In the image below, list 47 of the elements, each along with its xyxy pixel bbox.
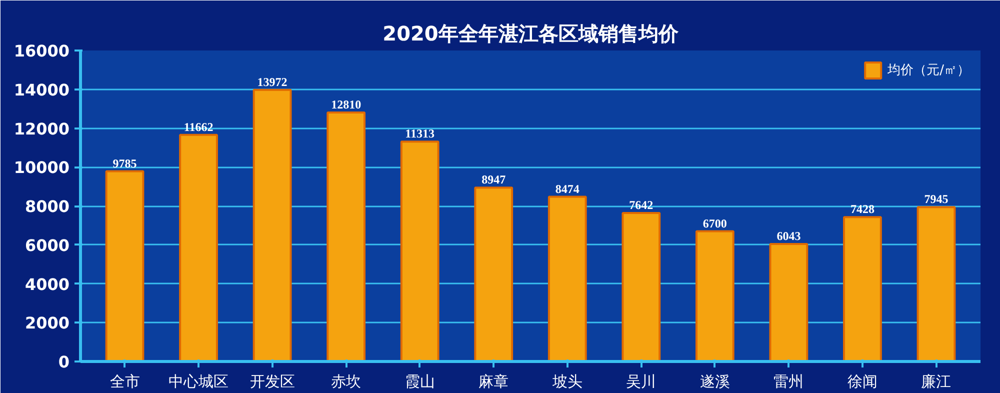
bar xyxy=(179,134,218,362)
y-tick-label: 6000 xyxy=(24,236,70,255)
x-tick-label: 遂溪 xyxy=(700,372,730,390)
x-tick-label: 雷州 xyxy=(774,372,804,390)
data-label: 13972 xyxy=(257,74,288,89)
data-label: 9785 xyxy=(112,156,137,170)
x-tick-label: 徐闻 xyxy=(847,372,878,390)
bar xyxy=(916,206,956,362)
y-tick-label: 10000 xyxy=(14,158,70,178)
x-tick-label: 全市 xyxy=(110,372,140,390)
x-tick-label: 霞山 xyxy=(404,372,435,390)
y-tick-label: 12000 xyxy=(14,119,70,138)
bar xyxy=(695,230,734,362)
data-label: 8474 xyxy=(555,182,580,196)
y-tick-label: 14000 xyxy=(14,80,70,100)
bar xyxy=(326,112,366,362)
data-label: 6700 xyxy=(702,216,727,230)
bar xyxy=(400,140,440,362)
bar xyxy=(474,186,514,362)
data-label: 12810 xyxy=(331,98,362,112)
data-label: 7428 xyxy=(850,202,874,216)
data-label: 11313 xyxy=(405,126,435,141)
data-label: 7945 xyxy=(924,192,948,206)
legend-label: 均价（元/㎡） xyxy=(888,62,970,79)
y-tick-label: 8000 xyxy=(24,197,70,216)
x-tick-label: 麻章 xyxy=(478,372,509,390)
data-label: 11662 xyxy=(184,120,214,134)
x-tick-label: 赤坎 xyxy=(331,372,362,390)
bar xyxy=(548,196,587,362)
bar xyxy=(769,243,808,362)
data-label: 6043 xyxy=(776,229,801,244)
data-label: 8947 xyxy=(482,172,506,187)
x-tick-label: 坡头 xyxy=(551,372,582,390)
bar xyxy=(252,88,292,362)
bar xyxy=(843,216,882,362)
y-tick-label: 0 xyxy=(58,352,70,372)
data-label: 7642 xyxy=(629,198,654,212)
bar xyxy=(622,212,661,362)
y-tick-label: 4000 xyxy=(24,274,70,294)
x-tick-label: 开发区 xyxy=(250,372,295,390)
chart-title: 2020年全年湛江各区域销售均价 xyxy=(382,22,680,46)
x-tick-label: 中心城区 xyxy=(168,372,229,390)
y-tick-label: 2000 xyxy=(24,314,70,333)
bar xyxy=(105,170,144,362)
x-tick-label: 吴川 xyxy=(626,372,656,390)
x-tick-label: 廉江 xyxy=(921,372,952,390)
y-tick-label: 16000 xyxy=(14,42,70,60)
